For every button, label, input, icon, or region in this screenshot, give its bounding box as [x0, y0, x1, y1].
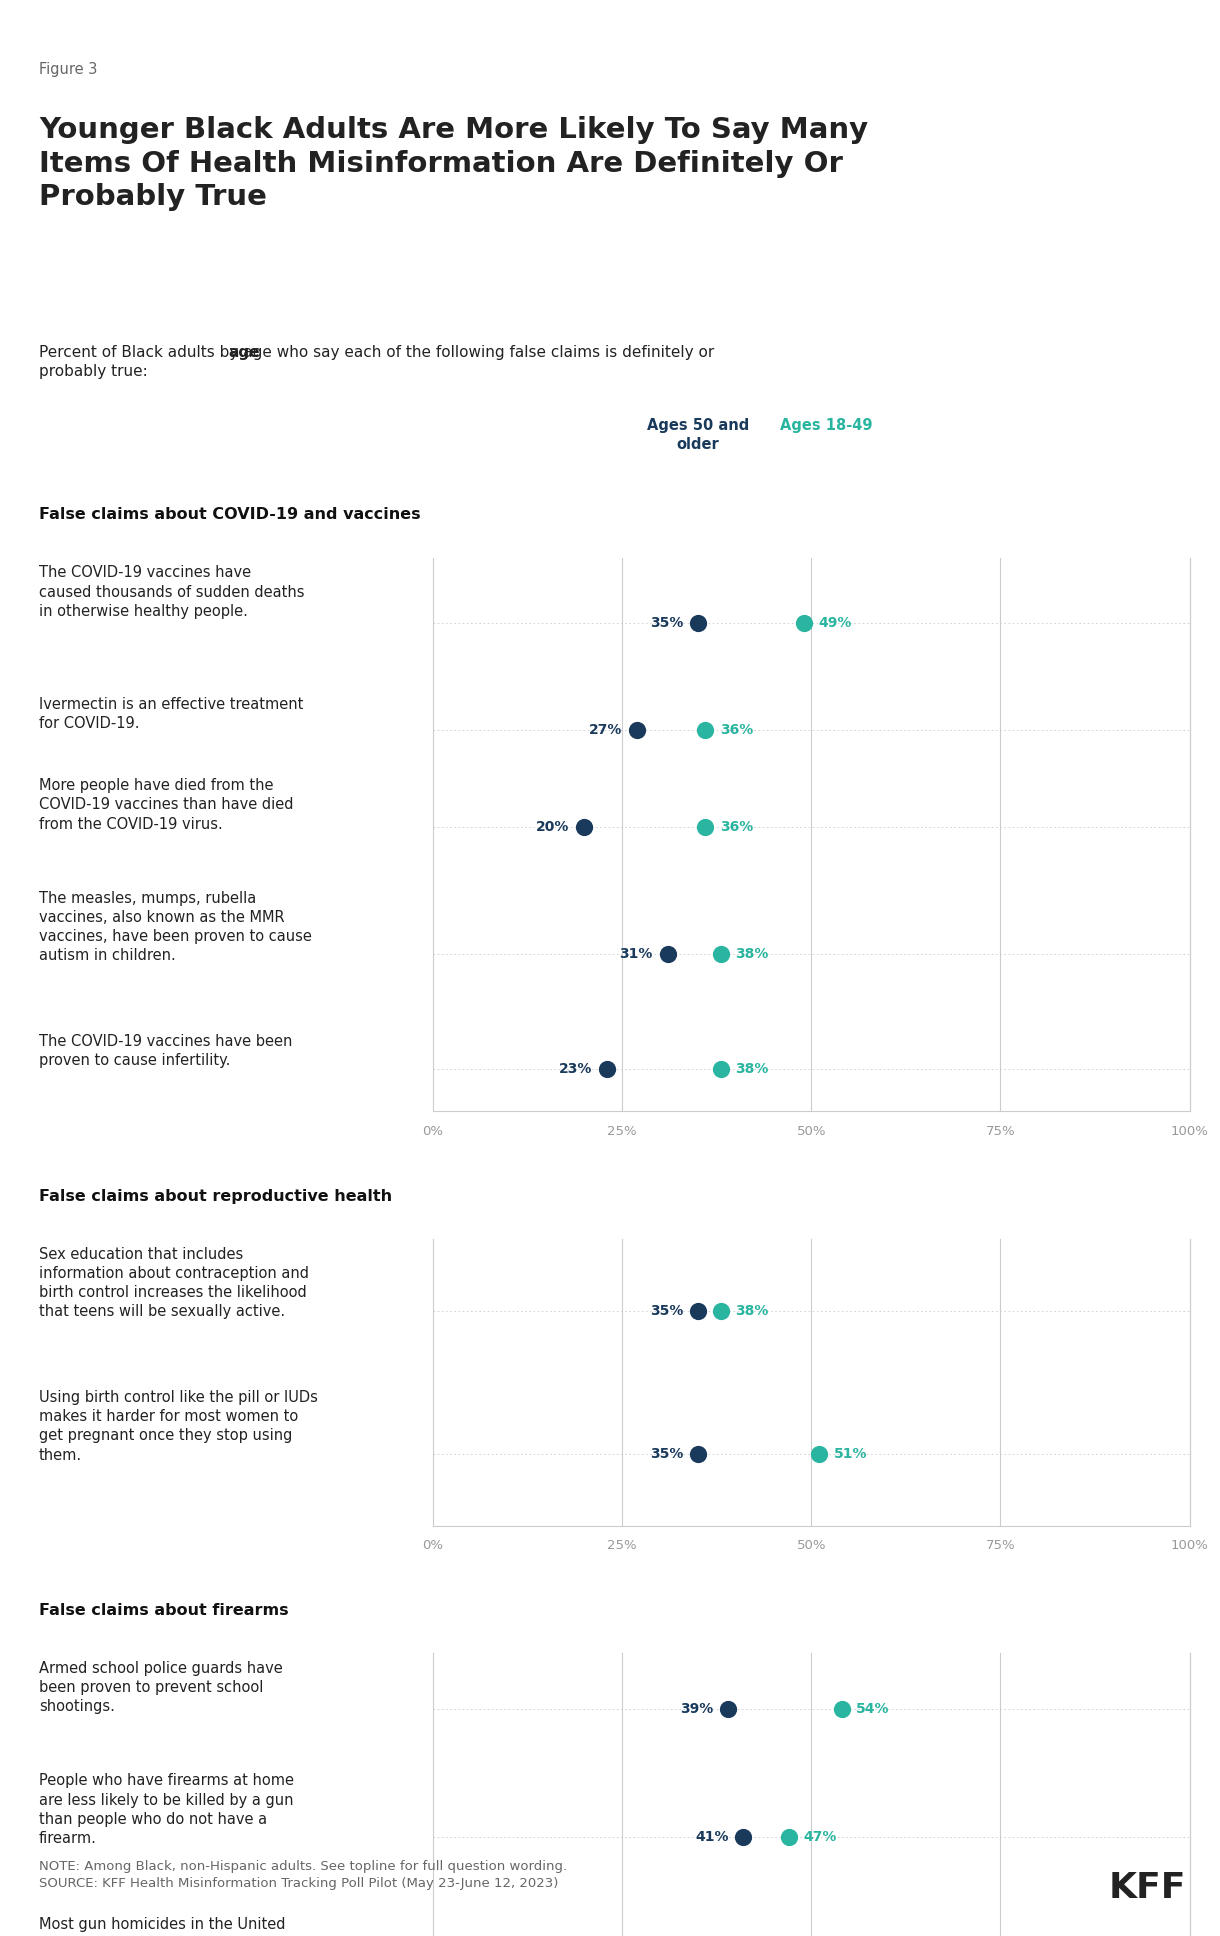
Text: 54%: 54%	[856, 1702, 889, 1717]
Point	[809, 1438, 828, 1469]
Text: People who have firearms at home
are less likely to be killed by a gun
than peop: People who have firearms at home are les…	[39, 1773, 294, 1847]
Point	[688, 1295, 708, 1326]
Point	[711, 1053, 731, 1084]
Text: 31%: 31%	[620, 947, 653, 962]
Point	[695, 811, 715, 842]
Text: 41%: 41%	[695, 1830, 728, 1845]
Text: NOTE: Among Black, non-Hispanic adults. See topline for full question wording.
S: NOTE: Among Black, non-Hispanic adults. …	[39, 1860, 567, 1890]
Point	[598, 1053, 617, 1084]
Text: 50%: 50%	[797, 1125, 826, 1138]
Text: Armed school police guards have
been proven to prevent school
shootings.: Armed school police guards have been pro…	[39, 1661, 283, 1715]
Text: 35%: 35%	[650, 616, 683, 631]
Text: More people have died from the
COVID-19 vaccines than have died
from the COVID-1: More people have died from the COVID-19 …	[39, 778, 294, 832]
Text: The measles, mumps, rubella
vaccines, also known as the MMR
vaccines, have been : The measles, mumps, rubella vaccines, al…	[39, 891, 312, 964]
Text: The COVID-19 vaccines have been
proven to cause infertility.: The COVID-19 vaccines have been proven t…	[39, 1034, 293, 1069]
Text: 50%: 50%	[797, 1539, 826, 1553]
Text: 23%: 23%	[559, 1061, 593, 1076]
Text: 100%: 100%	[1170, 1125, 1209, 1138]
Text: 38%: 38%	[736, 1061, 769, 1076]
Text: 0%: 0%	[422, 1539, 444, 1553]
Text: 35%: 35%	[650, 1303, 683, 1318]
Text: Ivermectin is an effective treatment
for COVID-19.: Ivermectin is an effective treatment for…	[39, 697, 304, 732]
Text: False claims about firearms: False claims about firearms	[39, 1603, 289, 1618]
Point	[627, 714, 647, 745]
Point	[719, 1694, 738, 1725]
Text: KFF: KFF	[1108, 1870, 1186, 1905]
Text: Sex education that includes
information about contraception and
birth control in: Sex education that includes information …	[39, 1247, 309, 1320]
Text: 49%: 49%	[819, 616, 852, 631]
Text: age: age	[228, 345, 260, 360]
Text: 38%: 38%	[736, 947, 769, 962]
Text: Ages 50 and
older: Ages 50 and older	[647, 418, 749, 451]
Text: 36%: 36%	[720, 819, 753, 834]
Text: The COVID-19 vaccines have
caused thousands of sudden deaths
in otherwise health: The COVID-19 vaccines have caused thousa…	[39, 565, 305, 620]
Text: Figure 3: Figure 3	[39, 62, 98, 77]
Text: 100%: 100%	[1170, 1539, 1209, 1553]
Text: 39%: 39%	[681, 1702, 714, 1717]
Point	[832, 1694, 852, 1725]
Point	[688, 1438, 708, 1469]
Text: False claims about reproductive health: False claims about reproductive health	[39, 1189, 392, 1204]
Text: 25%: 25%	[608, 1539, 637, 1553]
Text: 38%: 38%	[736, 1303, 769, 1318]
Text: 51%: 51%	[833, 1446, 867, 1462]
Text: Percent of Black adults by age who say each of the following false claims is def: Percent of Black adults by age who say e…	[39, 345, 714, 379]
Text: Younger Black Adults Are More Likely To Say Many
Items Of Health Misinformation : Younger Black Adults Are More Likely To …	[39, 116, 869, 211]
Text: Ages 18-49: Ages 18-49	[780, 418, 872, 434]
Point	[733, 1822, 753, 1853]
Text: 47%: 47%	[803, 1830, 837, 1845]
Text: Most gun homicides in the United
States are gang-related.: Most gun homicides in the United States …	[39, 1917, 285, 1936]
Point	[711, 1295, 731, 1326]
Point	[794, 608, 814, 639]
Text: 35%: 35%	[650, 1446, 683, 1462]
Point	[711, 939, 731, 970]
Text: Using birth control like the pill or IUDs
makes it harder for most women to
get : Using birth control like the pill or IUD…	[39, 1390, 318, 1464]
Text: 36%: 36%	[720, 722, 753, 738]
Point	[575, 811, 594, 842]
Text: 75%: 75%	[986, 1125, 1015, 1138]
Point	[658, 939, 677, 970]
Point	[695, 714, 715, 745]
Point	[688, 608, 708, 639]
Text: 0%: 0%	[422, 1125, 444, 1138]
Text: 25%: 25%	[608, 1125, 637, 1138]
Text: 20%: 20%	[537, 819, 570, 834]
Point	[778, 1822, 798, 1853]
Text: 75%: 75%	[986, 1539, 1015, 1553]
Text: False claims about COVID-19 and vaccines: False claims about COVID-19 and vaccines	[39, 507, 421, 523]
Text: 27%: 27%	[589, 722, 622, 738]
